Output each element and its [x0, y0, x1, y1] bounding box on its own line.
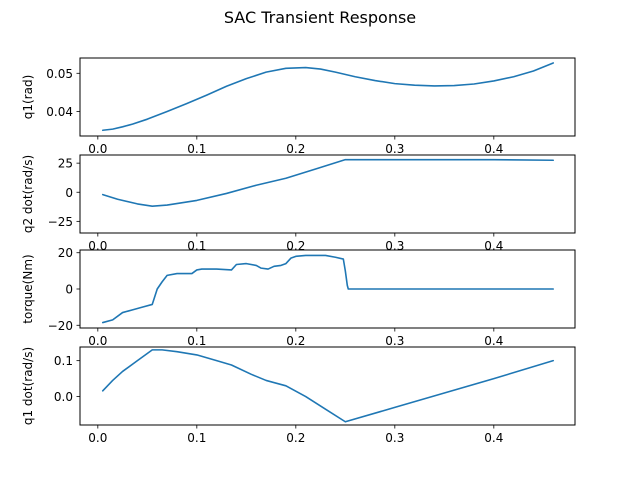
subplot-q1-series-line-0 [101, 62, 555, 132]
subplot-q1-dot-x-tick-label-1: 0.1 [187, 431, 206, 445]
subplot-q2-dot-x-tick-label-3: 0.3 [385, 239, 404, 253]
subplot-q1-ylabel: q1(rad) [21, 75, 35, 120]
figure-title: SAC Transient Response [224, 8, 416, 27]
subplot-q1-dot-y-tick-label-0: 0.0 [54, 390, 73, 404]
subplot-torque-y-tick-label-1: 0 [65, 283, 73, 297]
subplot-q1-x-tick-label-2: 0.2 [286, 142, 305, 156]
subplot-q1-dot-x-tick-label-0: 0.0 [88, 431, 107, 445]
subplot-torque-x-tick-label-0: 0.0 [88, 334, 107, 348]
subplot-q1-dot-y-tick-label-1: 0.1 [54, 354, 73, 368]
subplot-torque: 0.0 0.1 0.2 0.3 0.4 −20 0 20 torque(Nm) [21, 246, 576, 348]
subplot-q2-dot-y-tick-label-0: −25 [48, 215, 73, 229]
subplot-q1-dot-series-line-0 [101, 349, 555, 423]
subplot-q1-frame [79, 57, 576, 137]
subplot-torque-y-tick-label-2: 20 [58, 246, 73, 260]
subplot-q1-x-tick-label-0: 0.0 [88, 142, 107, 156]
subplot-q1-x-tick-label-4: 0.4 [484, 142, 503, 156]
subplot-q1: 0.0 0.1 0.2 0.3 0.4 0.04 0.05 q1(rad) [21, 57, 576, 156]
subplot-q1-y-tick-label-1: 0.05 [46, 67, 73, 81]
subplot-q1-x-tick-label-1: 0.1 [187, 142, 206, 156]
subplot-torque-x-tick-label-3: 0.3 [385, 334, 404, 348]
subplot-q1-dot-x-tick-label-4: 0.4 [484, 431, 503, 445]
subplot-torque-x-tick-label-1: 0.1 [187, 334, 206, 348]
subplot-q2-dot-x-tick-label-0: 0.0 [88, 239, 107, 253]
subplot-torque-x-tick-label-4: 0.4 [484, 334, 503, 348]
subplot-torque-x-tick-label-2: 0.2 [286, 334, 305, 348]
subplot-q2-dot-ylabel: q2 dot(rad/s) [21, 155, 35, 233]
subplot-q2-dot-x-tick-label-2: 0.2 [286, 239, 305, 253]
subplot-q2-dot-x-tick-label-4: 0.4 [484, 239, 503, 253]
subplot-q1-x-tick-label-3: 0.3 [385, 142, 404, 156]
subplot-torque-series-line-0 [101, 254, 555, 324]
subplot-torque-y-tick-label-0: −20 [48, 319, 73, 333]
subplot-q2-dot-y-tick-label-2: 25 [58, 157, 73, 171]
subplot-q2-dot-y-tick-label-1: 0 [65, 186, 73, 200]
subplot-q1-dot-x-tick-label-3: 0.3 [385, 431, 404, 445]
subplot-q2-dot-x-tick-label-1: 0.1 [187, 239, 206, 253]
subplot-q2-dot-series-line-0 [101, 158, 555, 208]
subplot-q1-dot-ylabel: q1 dot(rad/s) [21, 347, 35, 425]
subplot-q1-dot-frame [79, 346, 576, 426]
subplot-q2-dot-frame [79, 154, 576, 234]
subplot-q1-dot-x-tick-label-2: 0.2 [286, 431, 305, 445]
subplot-torque-frame [79, 249, 576, 329]
subplot-q1-dot: 0.0 0.1 0.2 0.3 0.4 0.0 0.1 q1 dot(rad/s) [21, 346, 576, 445]
subplot-torque-ylabel: torque(Nm) [21, 254, 35, 323]
subplot-q1-y-tick-label-0: 0.04 [46, 105, 73, 119]
